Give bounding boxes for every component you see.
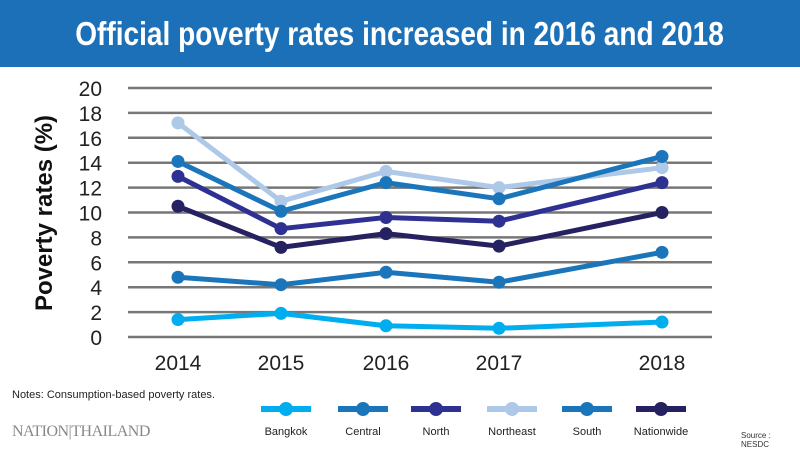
data-point-central: [379, 265, 393, 279]
data-point-bangkok: [492, 321, 506, 335]
data-point-nationwide: [274, 240, 288, 254]
y-tick-label: 16: [79, 128, 102, 151]
legend-swatch-marker: [279, 402, 293, 416]
data-point-central: [171, 270, 185, 284]
data-point-bangkok: [171, 313, 185, 327]
data-point-nationwide: [171, 199, 185, 213]
legend-label: Nationwide: [633, 426, 689, 438]
data-point-south: [655, 149, 669, 163]
data-point-northeast: [379, 164, 393, 178]
data-point-central: [492, 275, 506, 289]
data-point-north: [492, 214, 506, 228]
data-point-central: [274, 278, 288, 292]
legend-swatch-marker: [654, 402, 668, 416]
nation-thailand-logo: NATION|THAILAND: [12, 423, 150, 440]
x-tick-label: 2018: [639, 352, 686, 375]
x-tick-label: 2017: [476, 352, 523, 375]
data-point-nationwide: [655, 206, 669, 219]
y-tick-label: 20: [79, 78, 102, 101]
x-tick-label: 2016: [363, 352, 410, 375]
chart-title-text: Official poverty rates increased in 2016…: [75, 14, 725, 52]
data-point-bangkok: [655, 315, 669, 329]
data-point-northeast: [274, 194, 288, 208]
y-tick-label: 6: [90, 252, 102, 275]
legend-label: Central: [345, 426, 381, 438]
data-point-north: [655, 176, 669, 190]
data-point-south: [379, 176, 393, 190]
data-point-northeast: [171, 116, 185, 130]
data-point-northeast: [655, 161, 669, 175]
series-line-bangkok: [177, 310, 663, 331]
legend-label: North: [422, 426, 450, 438]
data-point-nationwide: [379, 227, 393, 241]
legend-label: South: [572, 426, 602, 438]
data-point-north: [171, 169, 185, 183]
x-tick-label: 2014: [155, 352, 202, 375]
y-tick-label: 2: [90, 302, 102, 325]
y-tick-label: 12: [79, 178, 102, 201]
data-point-bangkok: [274, 306, 288, 320]
legend-swatch-marker: [356, 402, 370, 416]
y-tick-label: 0: [90, 327, 102, 350]
data-point-north: [274, 222, 288, 236]
series-line-north: [176, 174, 663, 232]
data-point-south: [492, 192, 506, 206]
data-point-south: [274, 204, 288, 218]
legend-label: Bangkok: [264, 426, 308, 438]
legend-swatch-marker: [429, 402, 443, 416]
legend-swatch-marker: [580, 402, 594, 416]
y-tick-label: 18: [79, 103, 102, 126]
data-point-bangkok: [379, 319, 393, 333]
y-tick-label: 8: [90, 227, 102, 250]
x-tick-label: 2015: [258, 352, 305, 375]
series-line-central: [177, 249, 663, 288]
source: Source : NESDC: [741, 431, 771, 449]
data-point-north: [379, 210, 393, 224]
y-tick-label: 14: [79, 153, 103, 176]
legend-swatch-marker: [505, 402, 519, 416]
data-point-northeast: [492, 181, 506, 195]
legend-label: Northeast: [488, 426, 536, 438]
data-point-nationwide: [492, 239, 506, 253]
y-tick-label: 4: [90, 277, 102, 300]
y-axis-label: Poverty rates (%): [31, 115, 58, 311]
data-point-central: [655, 245, 669, 259]
data-point-south: [171, 154, 185, 168]
notes: Notes: Consumption-based poverty rates.: [12, 389, 215, 401]
y-tick-label: 10: [79, 203, 102, 226]
chart-title: Official poverty rates increased in 2016…: [0, 0, 800, 67]
series-line-south: [176, 154, 663, 214]
